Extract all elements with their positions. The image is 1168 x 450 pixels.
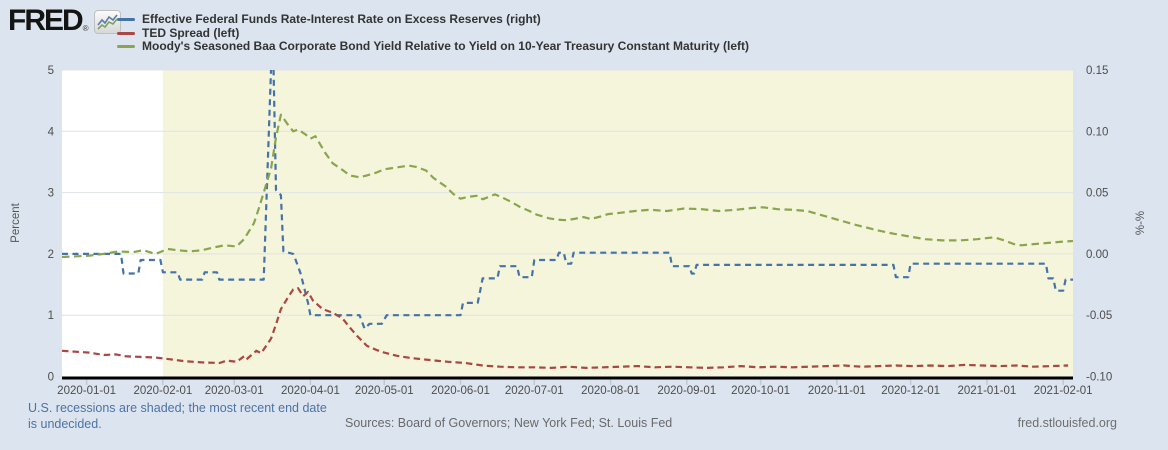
sources-text: Sources: Board of Governors; New York Fe… [345,416,673,430]
x-tick-label: 2020-07-01 [505,385,564,397]
y-left-tick-label: 4 [48,126,55,138]
recession-note: U.S. recessions are shaded; the most rec… [28,401,327,431]
series-line-0 [62,70,1073,330]
y-right-tick-label: 0.05 [1086,188,1108,200]
y-right-tick-label: 0.15 [1086,65,1108,77]
legend-label: TED Spread (left) [142,25,240,40]
x-axis-line [62,376,1073,380]
x-tick-label: 2020-02-01 [133,385,192,397]
y-right-tick-label: 0.10 [1086,126,1108,138]
y-right-tick-label: -0.05 [1086,310,1112,322]
y-right-axis-title: %-% [1135,211,1147,235]
site-link[interactable]: fred.stlouisfed.org [1017,416,1117,430]
x-tick-label: 2020-06-01 [431,385,490,397]
legend-item-2[interactable]: Moody's Seasoned Baa Corporate Bond Yiel… [117,40,749,54]
legend-item-1[interactable]: TED Spread (left) [117,25,749,41]
x-tick-label: 2020-03-01 [205,385,264,397]
fred-logo-chart-icon [93,10,121,34]
y-left-tick-label: 5 [48,65,54,77]
series-line-1 [62,287,1069,369]
legend-dash-icon [117,45,135,49]
registered-mark: ® [82,24,89,33]
y-left-tick-label: 2 [48,249,54,261]
x-tick-label: 2020-08-01 [581,385,640,397]
fred-logo: FRED ® [8,4,121,37]
legend-label: Effective Federal Funds Rate-Interest Ra… [142,12,541,26]
y-left-tick-label: 1 [48,310,54,322]
legend-dash-icon [117,31,135,35]
x-tick-label: 2020-05-01 [355,385,414,397]
legend-item-0[interactable]: Effective Federal Funds Rate-Interest Ra… [117,12,749,27]
x-tick-label: 2020-10-01 [731,385,790,397]
chart-legend: Effective Federal Funds Rate-Interest Ra… [117,12,749,54]
recession-shading-band [162,70,1074,377]
y-right-tick-label: 0.00 [1086,249,1108,261]
y-left-axis-title: Percent [10,202,22,242]
x-tick-label: 2020-11-01 [808,385,866,397]
series-line-2 [62,113,1073,259]
x-tick-label: 2021-02-01 [1034,385,1093,397]
x-tick-label: 2020-01-01 [57,385,116,397]
y-left-tick-label: 3 [48,188,54,200]
legend-label: Moody's Seasoned Baa Corporate Bond Yiel… [142,39,749,54]
y-right-tick-label: -0.10 [1086,372,1112,384]
x-tick-label: 2020-09-01 [657,385,716,397]
x-tick-label: 2021-01-01 [957,385,1016,397]
fred-logo-text: FRED [8,4,84,37]
y-left-tick-label: 0 [48,372,54,384]
x-tick-label: 2020-04-01 [281,385,340,397]
x-tick-label: 2020-12-01 [881,385,940,397]
legend-dash-icon [117,18,135,22]
